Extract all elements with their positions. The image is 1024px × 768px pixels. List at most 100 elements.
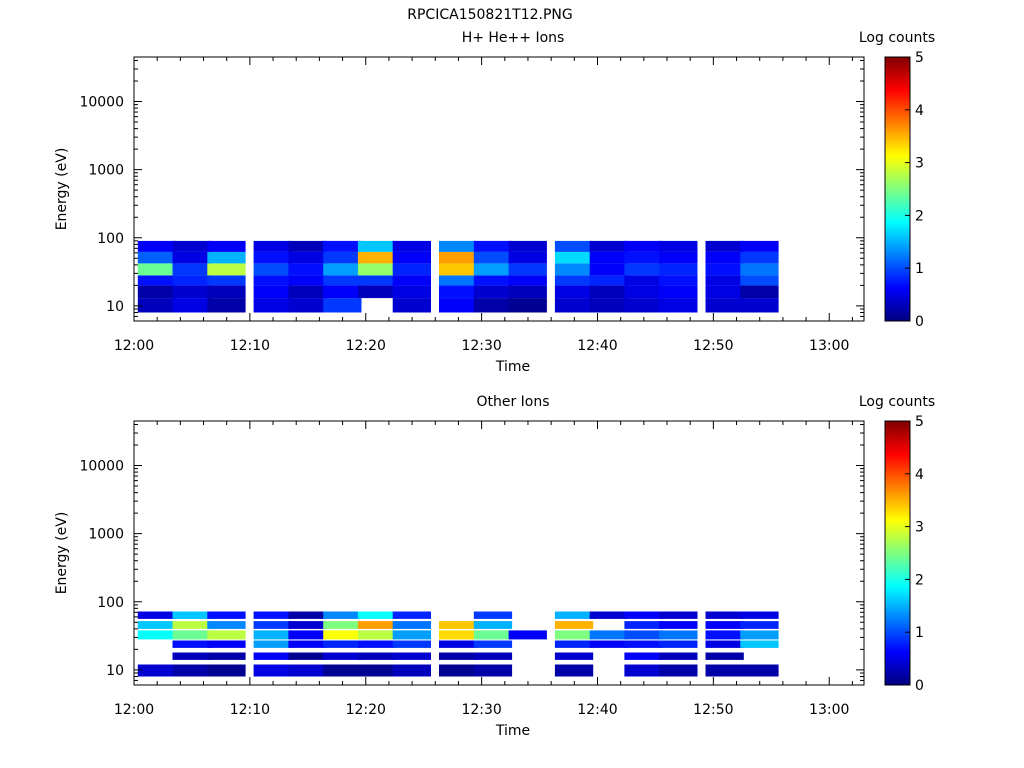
heatmap-cell — [323, 611, 362, 619]
heatmap-cell — [589, 263, 628, 276]
heatmap-cell — [624, 263, 663, 276]
heatmap-cell — [392, 275, 431, 286]
heatmap-cell — [253, 251, 292, 264]
heatmap-cell — [508, 285, 547, 299]
heatmap-cell — [624, 611, 663, 619]
x-tick-label: 12:10 — [230, 702, 270, 718]
heatmap-cell — [439, 621, 478, 629]
heatmap-cell — [137, 285, 177, 299]
heatmap-cell — [624, 630, 663, 640]
heatmap-cell — [705, 652, 744, 660]
heatmap-cell — [392, 263, 431, 276]
colorbar-label: Log counts — [859, 30, 935, 46]
heatmap-cell — [323, 298, 362, 313]
panel-title: Other Ions — [476, 394, 549, 410]
heatmap-cell — [659, 251, 698, 264]
heatmap-cell — [137, 630, 177, 640]
heatmap-cell — [288, 652, 327, 660]
heatmap-cell — [705, 298, 744, 313]
heatmap-cell — [589, 240, 628, 252]
x-tick-label: 12:50 — [693, 702, 733, 718]
heatmap-cell — [392, 630, 431, 640]
heatmap-cell — [207, 275, 246, 286]
heatmap-cell — [740, 275, 779, 286]
heatmap-cell — [172, 240, 211, 252]
y-tick-label: 10 — [106, 663, 124, 679]
heatmap-cell — [357, 630, 397, 640]
heatmap-cell — [740, 621, 779, 629]
y-axis-label: Energy (eV) — [54, 512, 70, 595]
heatmap-cell — [740, 640, 779, 648]
x-tick-label: 12:20 — [346, 702, 386, 718]
colorbar-tick-label: 4 — [915, 103, 924, 119]
heatmap-cell — [253, 621, 292, 629]
y-tick-label: 10000 — [79, 95, 124, 111]
heatmap-cell — [554, 611, 594, 619]
colorbar-tick-label: 4 — [915, 467, 924, 483]
heatmap-cell — [624, 275, 663, 286]
heatmap-cell — [473, 664, 513, 677]
heatmap-cell — [705, 664, 744, 677]
heatmap-cell — [253, 664, 292, 677]
colorbar-tick-label: 5 — [915, 414, 924, 430]
heatmap-cell — [207, 630, 246, 640]
heatmap-cell — [473, 630, 513, 640]
heatmap-cell — [137, 275, 177, 286]
heatmap-cell — [439, 640, 478, 648]
heatmap-cell — [288, 621, 327, 629]
plot-frame — [133, 56, 865, 322]
heatmap-cell — [357, 611, 397, 619]
heatmap-cell — [357, 285, 397, 299]
x-tick-label: 12:20 — [346, 338, 386, 354]
panel-title: H+ He++ Ions — [462, 30, 565, 46]
colorbar-tick-label: 0 — [915, 678, 924, 694]
heatmap-cell — [172, 611, 211, 619]
heatmap-cell — [323, 263, 362, 276]
y-tick-label: 1000 — [88, 527, 124, 543]
heatmap-cell — [207, 621, 246, 629]
heatmap-cell — [323, 240, 362, 252]
heatmap-cell — [253, 298, 292, 313]
x-tick-label: 13:00 — [809, 702, 849, 718]
heatmap-cell — [288, 640, 327, 648]
heatmap-cell — [659, 285, 698, 299]
heatmap-cell — [357, 251, 397, 264]
heatmap-cell — [357, 664, 397, 677]
heatmap-cell — [659, 652, 698, 660]
heatmap-cell — [624, 251, 663, 264]
heatmap-cell — [207, 298, 246, 313]
heatmap-cell — [172, 630, 211, 640]
heatmap-cell — [473, 240, 513, 252]
heatmap-cell — [288, 630, 327, 640]
heatmap-cell — [392, 240, 431, 252]
heatmap-cell — [172, 640, 211, 648]
heatmap-cell — [473, 640, 513, 648]
heatmap-cell — [323, 251, 362, 264]
x-tick-label: 13:00 — [809, 338, 849, 354]
y-tick-label: 100 — [97, 231, 124, 247]
colorbar-tick-label: 5 — [915, 50, 924, 66]
heatmap-cell — [439, 652, 478, 660]
heatmap-cell — [137, 611, 177, 619]
heatmap-cell — [554, 298, 594, 313]
colorbar-tick-label: 1 — [915, 261, 924, 277]
heatmap-cell — [659, 263, 698, 276]
heatmap-cell — [508, 240, 547, 252]
heatmap-cell — [207, 652, 246, 660]
heatmap-cell — [624, 298, 663, 313]
heatmap-cell — [740, 285, 779, 299]
colorbar — [884, 56, 911, 322]
x-tick-label: 12:30 — [461, 338, 501, 354]
heatmap-cell — [624, 640, 663, 648]
heatmap-cell — [137, 240, 177, 252]
y-axis-label: Energy (eV) — [54, 148, 70, 231]
heatmap-cell — [589, 611, 628, 619]
heatmap-cell — [207, 285, 246, 299]
heatmap-cell — [473, 621, 513, 629]
heatmap-cell — [439, 263, 478, 276]
heatmap-cell — [253, 640, 292, 648]
heatmap-cell — [253, 263, 292, 276]
heatmap-cell — [473, 251, 513, 264]
x-tick-label: 12:40 — [577, 338, 617, 354]
